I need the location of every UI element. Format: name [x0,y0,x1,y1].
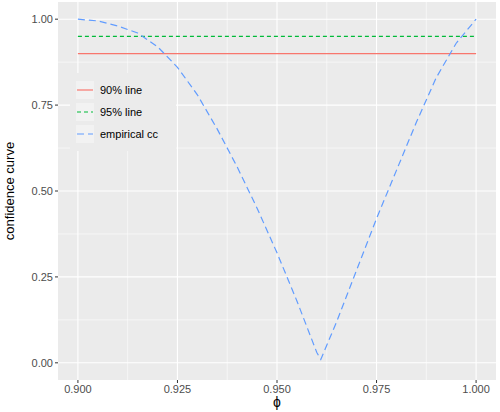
x-tick-label: 0.900 [64,383,92,395]
plot-panel [58,2,496,380]
y-tick [55,276,58,277]
legend-label: 95% line [100,106,142,118]
legend: 90% line 95% line empirical cc [70,73,176,151]
legend-swatch [77,133,93,134]
chart-container: 0.9000.9250.9500.9751.0000.000.250.500.7… [0,0,500,412]
grid-line [58,190,496,191]
grid-line [58,362,496,363]
x-axis-label: ϕ [273,394,281,410]
legend-label: empirical cc [100,128,159,140]
legend-swatch [77,111,93,112]
y-tick [55,362,58,363]
grid-line [58,19,496,20]
grid-line [58,276,496,277]
y-tick-label: 0.75 [32,99,53,111]
plot-data [78,19,476,359]
series-line [78,53,476,54]
y-tick [55,19,58,20]
series-line [78,36,476,37]
legend-swatch [77,89,93,90]
x-tick-label: 1.000 [462,383,490,395]
chart-svg: 0.9000.9250.9500.9751.0000.000.250.500.7… [0,0,500,412]
series-line [78,19,476,359]
y-tick-label: 0.25 [32,271,53,283]
legend-label: 90% line [100,84,142,96]
y-tick [55,105,58,106]
y-tick-label: 1.00 [32,13,53,25]
legend-key [76,103,94,121]
y-tick [55,191,58,192]
y-tick-label: 0.00 [32,357,53,369]
legend-key [76,81,94,99]
y-axis-label: confidence curve [2,142,17,240]
y-tick-label: 0.50 [32,185,53,197]
legend-key [76,125,94,143]
x-tick-label: 0.975 [363,383,391,395]
legend-box [70,73,176,151]
x-tick-label: 0.925 [164,383,192,395]
